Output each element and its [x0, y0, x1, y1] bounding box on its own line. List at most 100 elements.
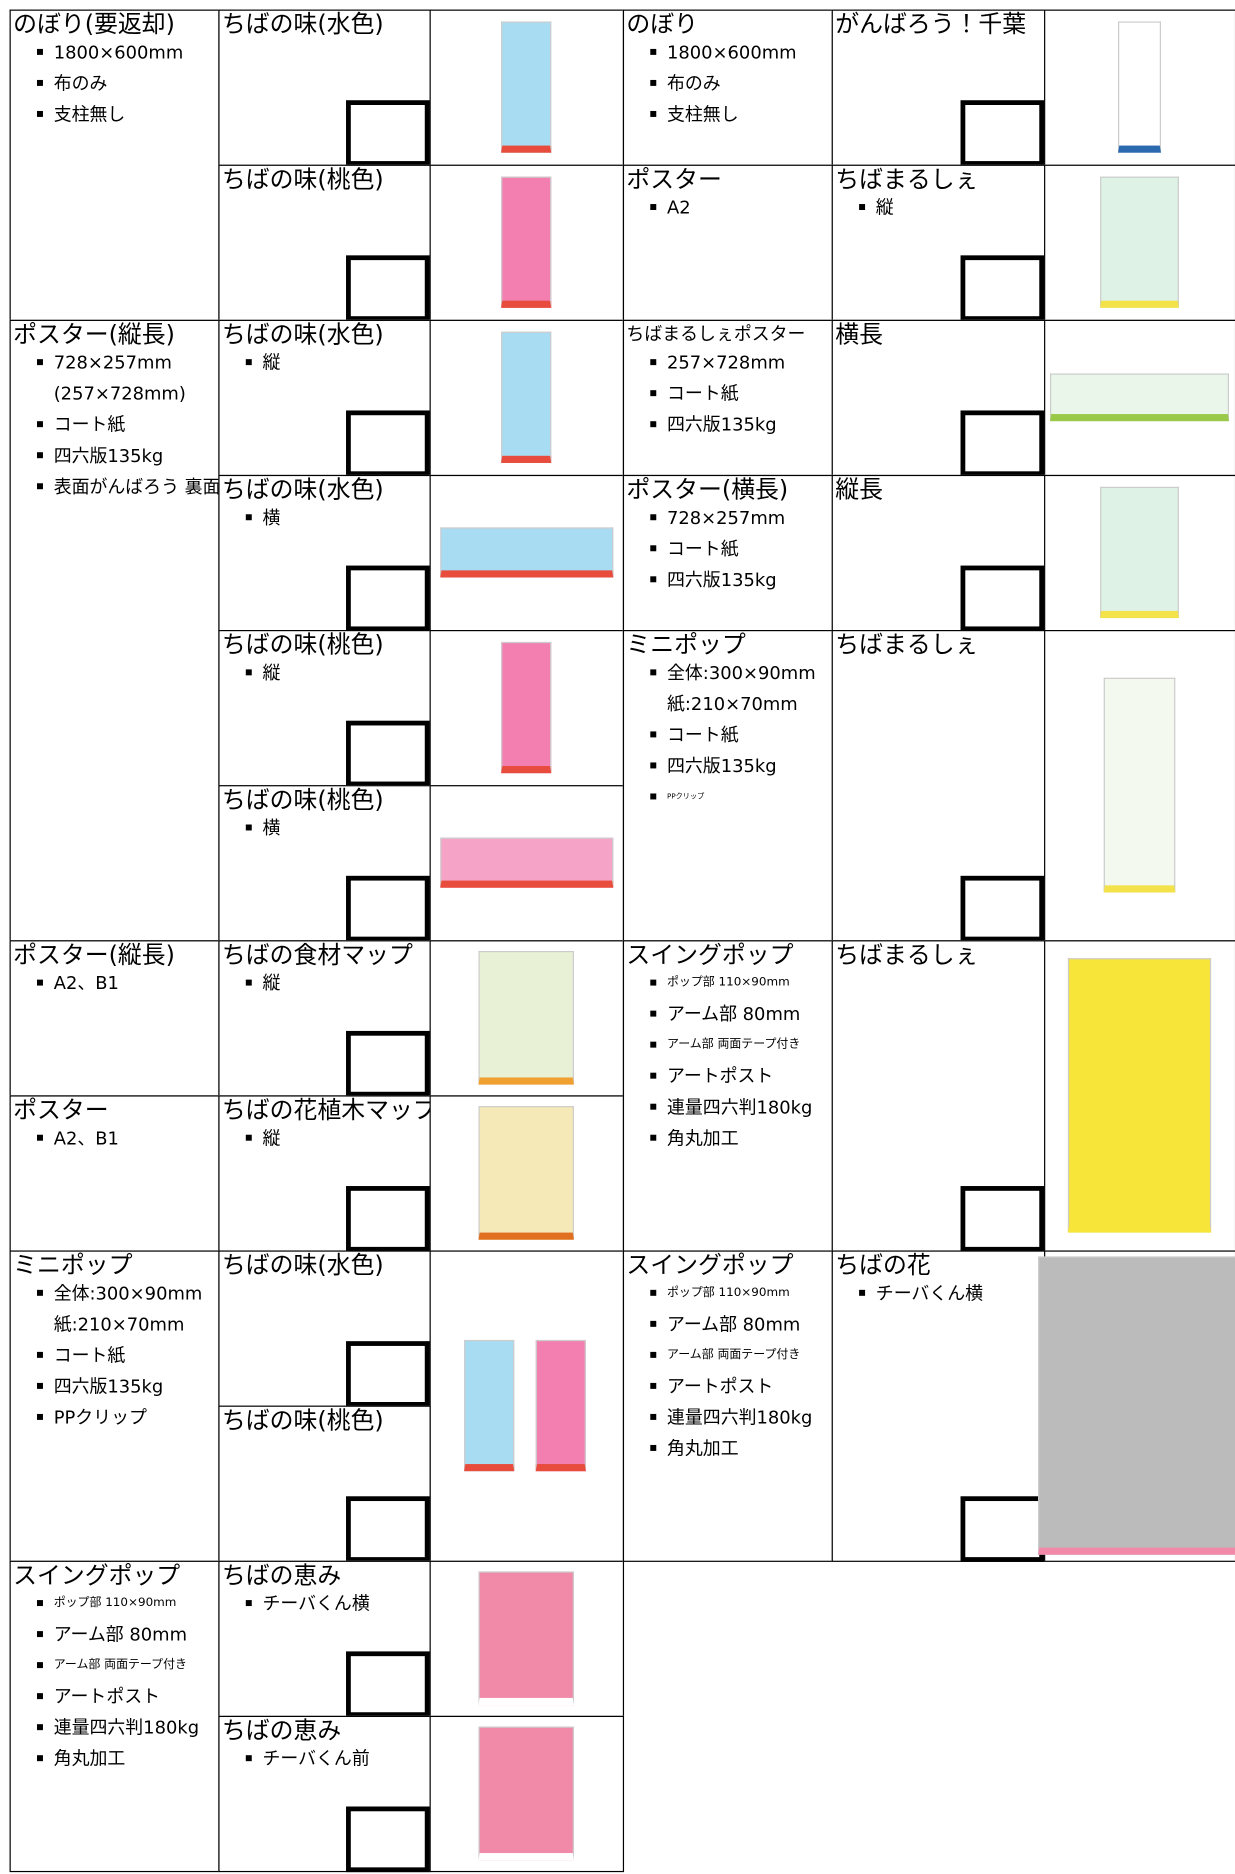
spec: アートポスト — [11, 1681, 219, 1712]
title: ちばの恵み — [221, 1560, 342, 1590]
spec-text: 全体:300×90mm — [666, 662, 816, 684]
checkbox — [346, 100, 430, 166]
spec: ポップ部 110×90mm — [624, 968, 832, 999]
spec-text: 四六版135kg — [53, 445, 164, 467]
spec-text: 横 — [262, 817, 281, 839]
checkbox — [346, 565, 430, 632]
image — [478, 1106, 574, 1240]
spec-text: 横 — [262, 507, 281, 529]
spec-text: アーム部 80mm — [666, 1003, 801, 1025]
image — [439, 527, 613, 578]
spec: 縦 — [220, 968, 430, 999]
category-cell: ポスター(縦長) 728×257mm (257×728mm) コート紙四六版135kg… — [9, 319, 292, 942]
spec-text: 連量四六判180kg — [53, 1717, 200, 1739]
title: ちばまるしぇ — [835, 940, 979, 969]
checkbox — [346, 410, 430, 477]
spec-text: 布のみ — [53, 72, 108, 95]
spec-text: ポップ部 110×90mm — [666, 976, 790, 990]
spec-text: コート紙 — [53, 1344, 126, 1367]
spec: 四六版135kg — [624, 751, 832, 782]
spec: コート紙 — [624, 533, 832, 564]
spec-text: A2、B1 — [53, 1127, 119, 1150]
spec-text: 四六版135kg — [666, 414, 777, 436]
spec-text: アーム部 80mm — [666, 1313, 801, 1336]
checkbox — [346, 1030, 430, 1097]
spec: ポップ部 110×90mm — [11, 1588, 219, 1619]
spec: 角丸加工 — [624, 1433, 832, 1464]
spec-text: アートポスト — [666, 1375, 774, 1398]
item-cell: がんばろう！千葉 — [831, 9, 1046, 166]
image — [1050, 373, 1229, 422]
spec-text: 縦 — [262, 351, 281, 374]
spec: 角丸加工 — [624, 1123, 832, 1154]
title: がんばろう！千葉 — [835, 9, 1027, 39]
category-cell: スイングポップ ポップ部 110×90mm アーム部 80mm アーム部 両面テープ付… — [9, 1560, 220, 1873]
spec-text: ポップ部 110×90mm — [666, 1286, 790, 1300]
spec-text: 縦 — [262, 972, 281, 994]
spec-text: 支柱無し — [53, 103, 126, 126]
title: ちばの味(桃色) — [221, 630, 384, 659]
title: ポスター(縦長) — [13, 319, 175, 349]
item-cell: ちばの味(水色) 横 — [218, 474, 431, 632]
spec: 横 — [220, 813, 430, 844]
checkbox — [346, 1651, 430, 1718]
image — [1038, 1256, 1235, 1555]
item-cell: ちばの味(桃色) — [218, 1405, 431, 1562]
checkbox — [346, 1806, 430, 1873]
spec-text: コート紙 — [53, 414, 126, 436]
spec: PPクリップ — [624, 782, 832, 813]
checkbox — [960, 100, 1045, 166]
spec: 728×257mm — [624, 502, 832, 533]
title: ちばの味(桃色) — [221, 1405, 384, 1435]
spec-text: PPクリップ — [666, 792, 705, 801]
spec-text: アートポスト — [53, 1685, 161, 1708]
title: スイングポップ — [13, 1560, 181, 1590]
image — [439, 837, 613, 888]
image — [478, 1726, 574, 1861]
checkbox — [346, 720, 430, 787]
spec: 紙:210×70mm — [11, 1309, 219, 1340]
item-cell: ちばの恵み チーバくん横 — [218, 1560, 431, 1718]
title: スイングポップ — [626, 940, 794, 969]
spec-text: 728×257mm — [666, 507, 786, 529]
title: ポスター — [13, 1095, 109, 1124]
spec-text: 布のみ — [666, 72, 721, 95]
spec: アーム部 80mm — [624, 1309, 832, 1340]
spec-text: アーム部 80mm — [53, 1623, 188, 1646]
spec-text: 縦 — [262, 662, 281, 684]
title: ちばの恵み — [221, 1715, 342, 1745]
spec: 横 — [220, 502, 430, 533]
category-cell: スイングポップ ポップ部 110×90mm アーム部 80mm アーム部 両面テープ付… — [622, 940, 833, 1252]
title: ちばの食材マップ — [221, 940, 413, 969]
spec: 表面がんばろう 裏面ちばの味 — [11, 471, 292, 502]
spec-text: 257×728mm — [666, 351, 786, 374]
spec: チーバくん前 — [220, 1743, 430, 1774]
checkbox — [960, 410, 1045, 477]
item-cell: ちばの味(水色) — [218, 1250, 431, 1407]
title: ちばの味(桃色) — [221, 164, 384, 194]
spec: アーム部 80mm — [11, 1619, 219, 1650]
category-cell: ポスター A2 — [622, 164, 833, 321]
checkbox — [960, 875, 1045, 942]
title: ちばの味(水色) — [221, 9, 384, 39]
title: ちばまるしぇ — [835, 164, 979, 194]
spec-text: PPクリップ — [53, 1406, 147, 1429]
spec-text: 四六版135kg — [53, 1375, 164, 1398]
spec: チーバくん横 — [220, 1588, 430, 1619]
title: 縦長 — [835, 474, 883, 504]
spec: ポップ部 110×90mm — [624, 1278, 832, 1309]
spec: アートポスト — [624, 1061, 832, 1092]
title: ポスター(縦長) — [13, 940, 175, 969]
spec: 縦 — [833, 192, 1044, 223]
category-cell: ポスター(横長) 728×257mm コート紙 四六版135kg — [622, 474, 833, 632]
spec-text: コート紙 — [666, 724, 739, 746]
spec: 728×257mm — [11, 347, 219, 378]
spec-text: 1800×600mm — [666, 41, 797, 64]
spec-text: コート紙 — [666, 538, 739, 560]
spec-text: 角丸加工 — [53, 1748, 126, 1770]
spec-text: 全体:300×90mm — [53, 1282, 203, 1305]
spec-text: ポップ部 110×90mm — [53, 1596, 177, 1610]
spec: (257×728mm) — [11, 378, 219, 409]
title: ちばの味(水色) — [221, 474, 384, 504]
